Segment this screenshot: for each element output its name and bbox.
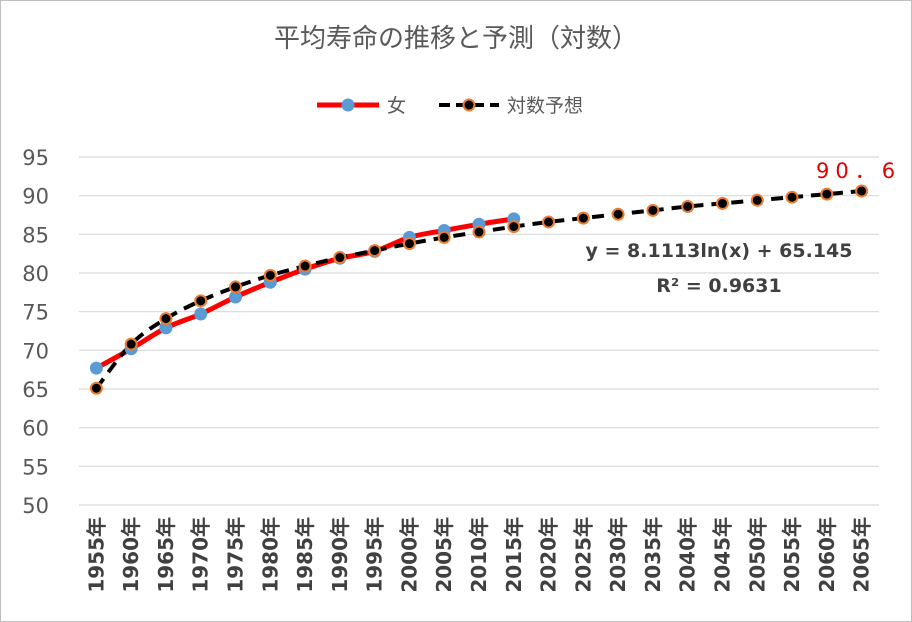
x-tick-label: 2010年 [467, 517, 491, 593]
marker-forecast [368, 244, 382, 258]
legend: 女 対数予想 [317, 95, 583, 117]
x-tick-label: 2035年 [641, 517, 665, 593]
legend-label-female: 女 [387, 95, 406, 117]
x-tick-label: 2040年 [676, 517, 700, 593]
y-tick-label: 95 [22, 146, 49, 170]
x-tick-label: 2050年 [745, 517, 769, 593]
marker-forecast [298, 259, 312, 273]
y-tick-label: 80 [22, 262, 49, 286]
x-tick-label: 1985年 [293, 517, 317, 593]
r-squared-label: R² = 0.9631 [656, 275, 781, 297]
trendline-equation: y = 8.1113ln(x) + 65.145 [586, 240, 853, 262]
marker-forecast [750, 193, 764, 207]
marker-female [229, 290, 243, 304]
series-layer [89, 184, 869, 395]
marker-forecast [855, 184, 869, 198]
x-tick-label: 2045年 [710, 517, 734, 593]
marker-forecast [507, 220, 521, 234]
x-tick-label: 2060年 [815, 517, 839, 593]
x-tick-label: 1960年 [119, 517, 143, 593]
y-tick-label: 90 [22, 185, 49, 209]
marker-forecast [124, 337, 138, 351]
y-tick-label: 60 [22, 417, 49, 441]
y-tick-label: 55 [22, 455, 49, 479]
marker-forecast [715, 196, 729, 210]
marker-female [159, 321, 173, 335]
marker-forecast [89, 381, 103, 395]
legend-marker-forecast [462, 98, 476, 112]
x-tick-label: 1975年 [224, 517, 248, 593]
marker-forecast [159, 312, 173, 326]
marker-forecast [542, 215, 556, 229]
series-line-female [93, 216, 517, 371]
x-tick-label: 1955年 [84, 517, 108, 593]
y-tick-label: 85 [22, 223, 49, 247]
x-tick-label: 1970年 [189, 517, 213, 593]
marker-female [194, 307, 208, 321]
y-tick-label: 50 [22, 494, 49, 518]
marker-forecast [611, 207, 625, 221]
marker-forecast [194, 294, 208, 308]
x-axis-ticks: 1955年 1960年 1965年 1970年 1975年 1980年 1985年 1990年… [84, 517, 873, 593]
x-tick-label: 2005年 [432, 517, 456, 593]
x-tick-label: 2025年 [571, 517, 595, 593]
marker-female [89, 361, 103, 375]
legend-marker-female [341, 98, 355, 112]
y-tick-label: 70 [22, 339, 49, 363]
y-axis-ticks: 50 55 60 65 70 75 80 85 90 95 [22, 146, 49, 518]
x-tick-label: 2055年 [780, 517, 804, 593]
gridlines [79, 156, 879, 506]
marker-forecast [402, 237, 416, 251]
x-tick-label: 1995年 [363, 517, 387, 593]
x-tick-label: 1980年 [258, 517, 282, 593]
marker-forecast [437, 230, 451, 244]
x-tick-label: 2030年 [606, 517, 630, 593]
x-tick-label: 1965年 [154, 517, 178, 593]
last-value-label: 90．6 [816, 159, 901, 183]
marker-forecast [333, 251, 347, 265]
x-tick-label: 2015年 [502, 517, 526, 593]
y-tick-label: 65 [22, 378, 49, 402]
marker-forecast [472, 225, 486, 239]
x-tick-label: 2065年 [850, 517, 874, 593]
legend-label-forecast: 対数予想 [507, 95, 583, 117]
marker-forecast [681, 199, 695, 213]
x-tick-label: 2020年 [537, 517, 561, 593]
chart-title: 平均寿命の推移と予測（対数） [274, 24, 638, 54]
marker-forecast [263, 268, 277, 282]
x-tick-label: 2000年 [397, 517, 421, 593]
marker-forecast [229, 280, 243, 294]
y-tick-label: 75 [22, 301, 49, 325]
x-tick-label: 1990年 [328, 517, 352, 593]
marker-forecast [576, 211, 590, 225]
marker-forecast [820, 187, 834, 201]
marker-forecast [785, 190, 799, 204]
marker-forecast [646, 203, 660, 217]
